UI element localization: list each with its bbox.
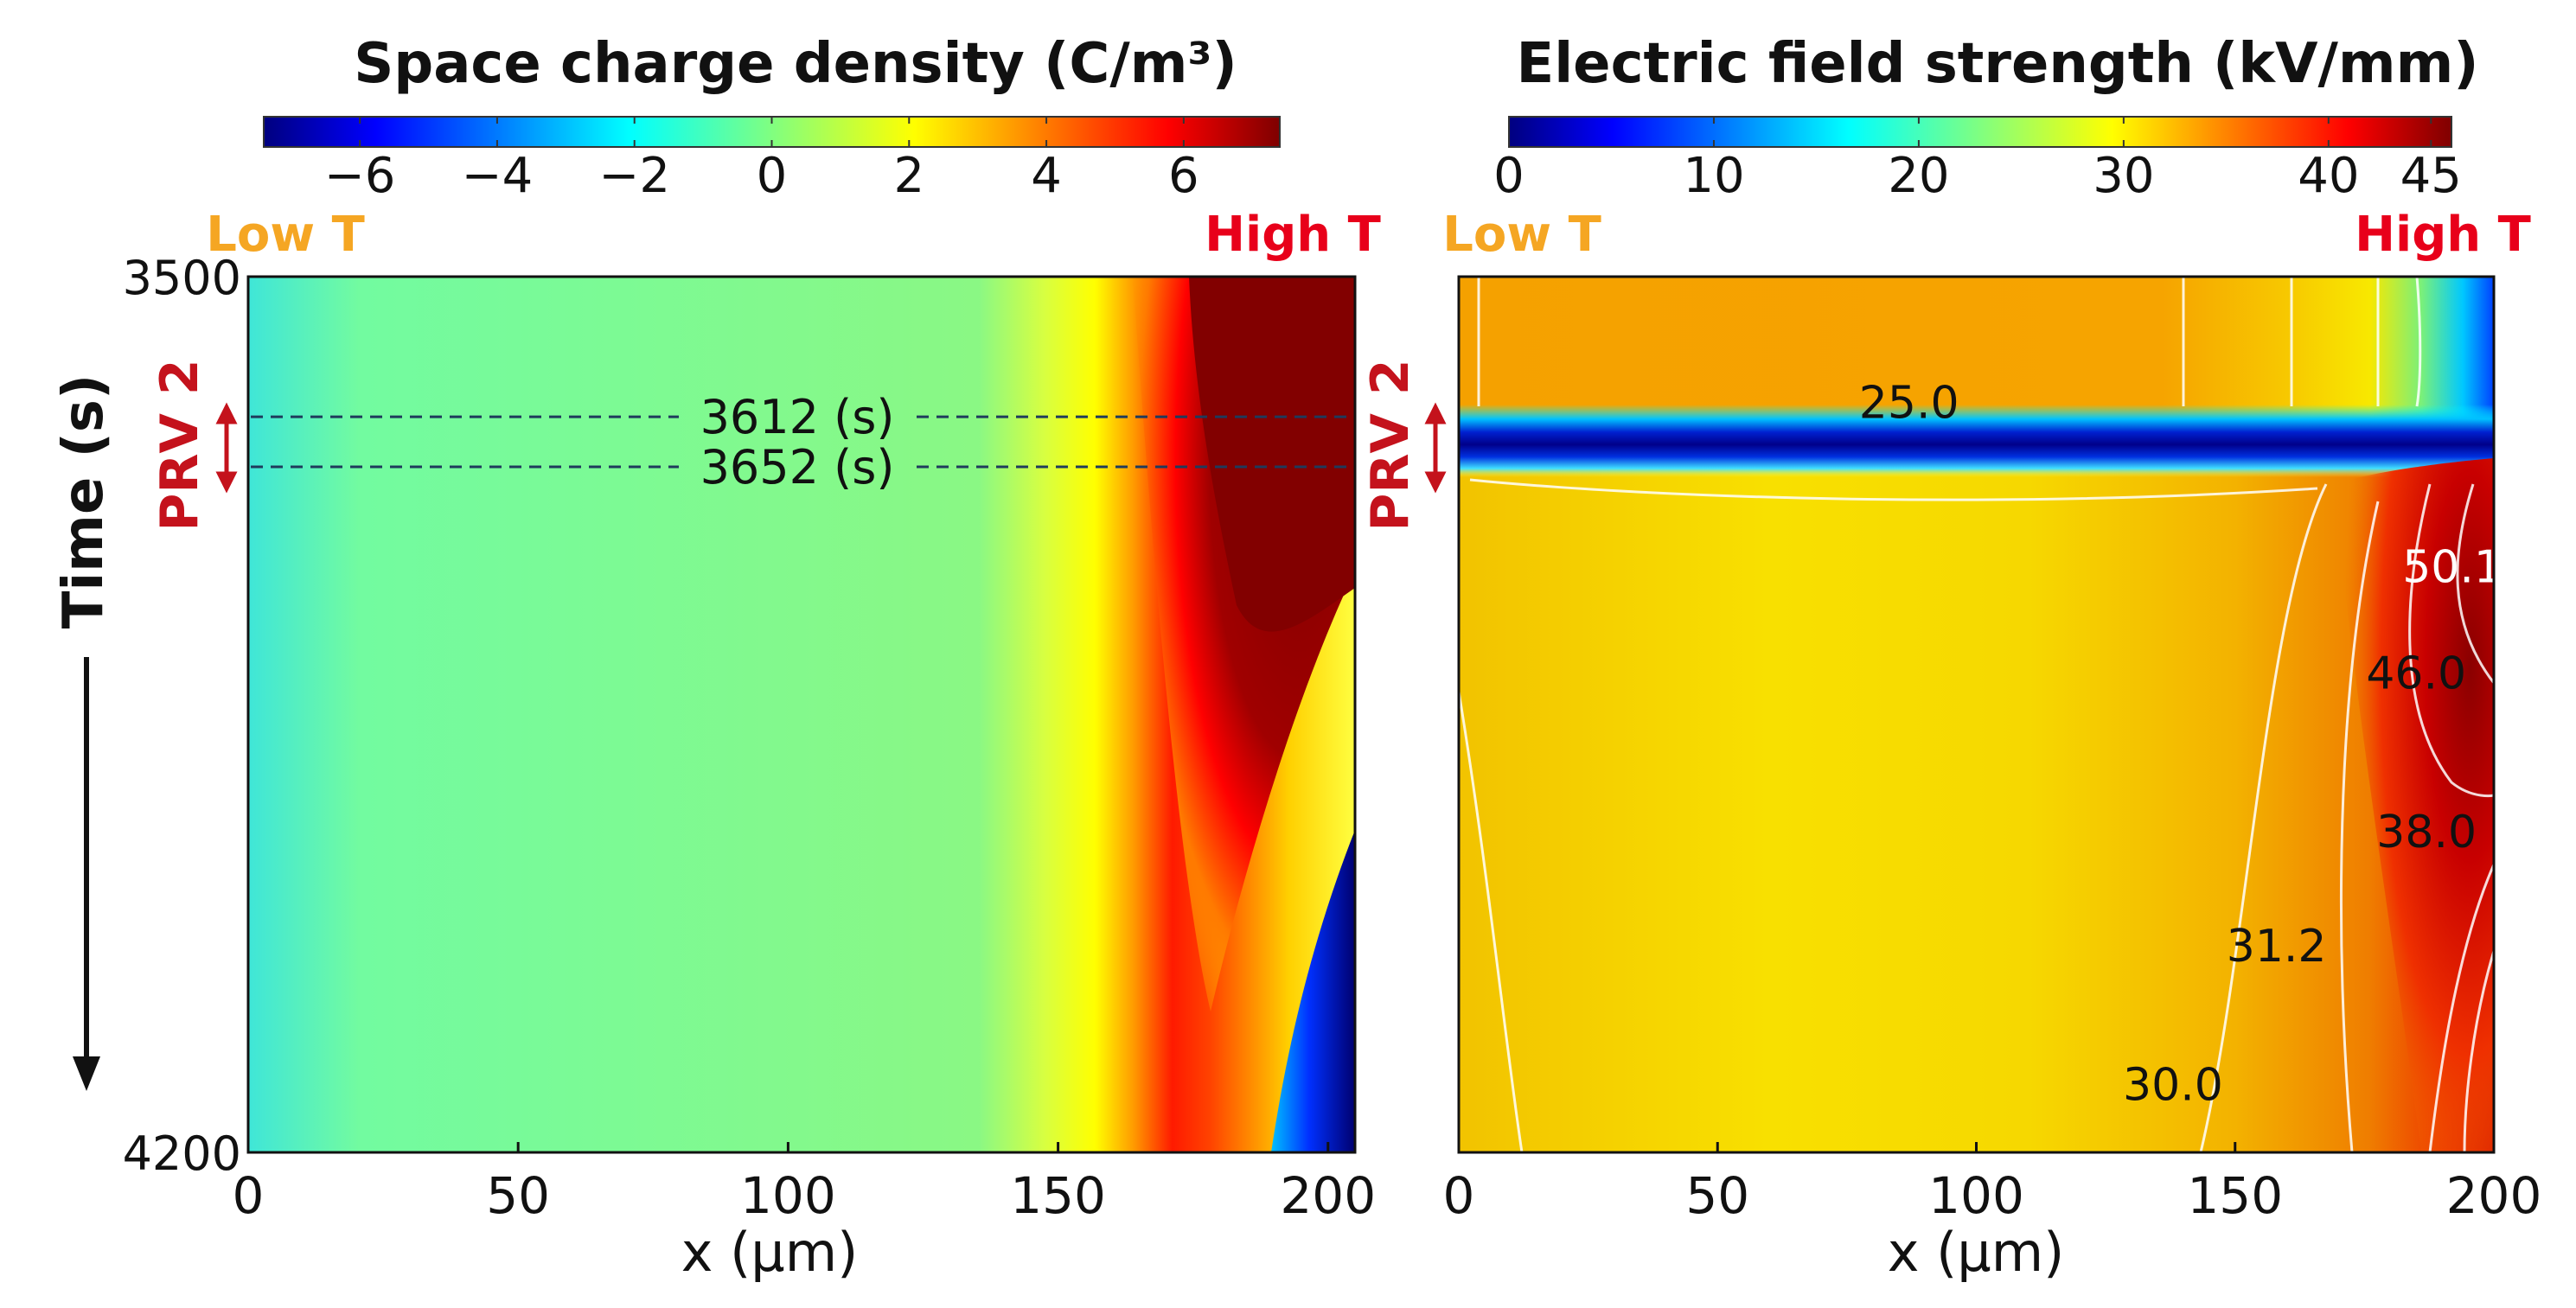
colorbar-tick-label: −4 xyxy=(462,148,534,204)
x-tick-label: 200 xyxy=(1280,1166,1376,1225)
x-tick-label: 50 xyxy=(486,1166,550,1225)
marker-line-3612: 3612 (s) xyxy=(251,390,1352,444)
contour-label: 25.0 xyxy=(1859,378,1959,430)
x-tick-label: 150 xyxy=(1010,1166,1106,1225)
colorbar-tick-label: 45 xyxy=(2400,148,2462,204)
right-low-t-label: Low T xyxy=(1442,207,1601,263)
marker-label-3612: 3612 (s) xyxy=(700,390,895,444)
right-high-t-label: High T xyxy=(2355,207,2531,263)
colorbar-tick-label: 20 xyxy=(1888,148,1949,204)
left-y-ticks: 3500 4200 xyxy=(123,251,259,1181)
x-tick-label: 0 xyxy=(233,1166,265,1225)
right-colorbar-ticks: 0 10 20 30 40 45 xyxy=(1493,117,2462,204)
right-heatmap: 25.0 50.1 46.0 38.0 31.2 30.0 xyxy=(1459,277,2502,1152)
left-high-t-label: High T xyxy=(1205,207,1381,263)
contour-label: 30.0 xyxy=(2123,1059,2223,1111)
colorbar-tick-label: 40 xyxy=(2298,148,2359,204)
electric-field-panel: Electric field strength (kV/mm) 0 10 20 30 4… xyxy=(1360,32,2541,1284)
colorbar-tick-label: 2 xyxy=(893,148,924,204)
right-prv-label: PRV 2 xyxy=(1360,359,1421,531)
right-chart-title: Electric field strength (kV/mm) xyxy=(1517,32,2479,96)
left-x-axis-label: x (μm) xyxy=(681,1221,859,1284)
colorbar-tick-label: 0 xyxy=(1493,148,1525,204)
time-arrow-head xyxy=(73,1056,100,1091)
colorbar-tick-label: 10 xyxy=(1683,148,1744,204)
y-tick-label: 3500 xyxy=(123,251,241,305)
x-tick-label: 0 xyxy=(1443,1166,1475,1225)
left-prv-label: PRV 2 xyxy=(150,359,210,531)
left-chart-title: Space charge density (C/m³) xyxy=(354,32,1237,96)
x-tick-label: 200 xyxy=(2446,1166,2542,1225)
colorbar-tick-label: 6 xyxy=(1168,148,1199,204)
colorbar-tick-label: −2 xyxy=(598,148,670,204)
left-y-axis-label: Time (s) xyxy=(52,374,116,629)
colorbar-tick-label: 0 xyxy=(757,148,788,204)
x-tick-label: 150 xyxy=(2187,1166,2283,1225)
left-x-ticks: 0 50 100 150 200 xyxy=(233,1142,1376,1225)
x-tick-label: 100 xyxy=(1928,1166,2024,1225)
colorbar-tick-label: −6 xyxy=(324,148,396,204)
left-low-t-label: Low T xyxy=(206,207,365,263)
y-tick-label: 4200 xyxy=(123,1126,241,1181)
colorbar-tick-label: 4 xyxy=(1031,148,1062,204)
colorbar-tick-label: 30 xyxy=(2093,148,2154,204)
contour-label: 31.2 xyxy=(2227,921,2327,973)
marker-label-3652: 3652 (s) xyxy=(700,440,895,494)
contour-label: 46.0 xyxy=(2366,648,2466,699)
x-tick-label: 100 xyxy=(740,1166,836,1225)
right-colorbar xyxy=(1508,116,2452,148)
left-colorbar-ticks: −6 −4 −2 0 2 4 6 xyxy=(324,117,1199,204)
contour-label: 50.1 xyxy=(2402,541,2502,593)
right-x-ticks: 0 50 100 150 200 xyxy=(1443,1142,2542,1225)
left-plot-frame xyxy=(246,275,1357,1154)
contour-label: 38.0 xyxy=(2376,807,2477,858)
marker-line-3652: 3652 (s) xyxy=(251,440,1352,494)
right-x-axis-label: x (μm) xyxy=(1888,1221,2065,1284)
left-heatmap xyxy=(248,277,1355,1152)
x-tick-label: 50 xyxy=(1685,1166,1749,1225)
space-charge-panel: Space charge density (C/m³) −6 −4 −2 0 2 4 6 L… xyxy=(52,32,1381,1284)
